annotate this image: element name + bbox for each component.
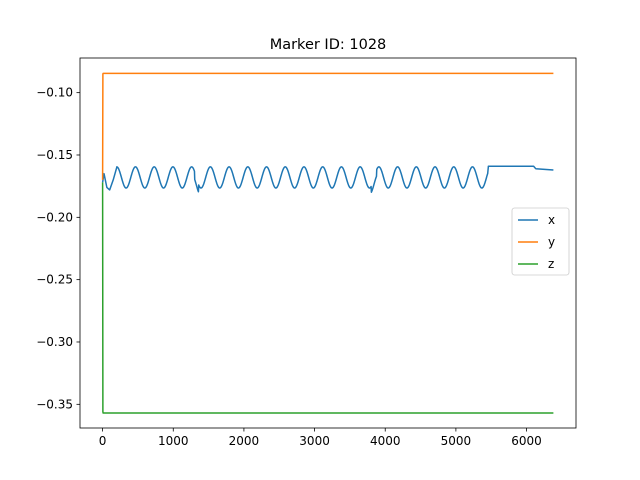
x-tick-label: 2000 — [229, 434, 260, 448]
chart-title: Marker ID: 1028 — [270, 37, 387, 53]
x-axis: 0 1000 2000 3000 4000 5000 6000 — [99, 428, 542, 448]
y-tick-label: −0.15 — [36, 148, 73, 162]
y-tick-label: −0.35 — [36, 397, 73, 411]
x-tick-label: 0 — [99, 434, 107, 448]
series-line-x — [101, 165, 554, 193]
legend-label-x: x — [548, 213, 555, 227]
x-tick-label: 5000 — [441, 434, 472, 448]
x-tick-label: 1000 — [158, 434, 189, 448]
x-tick-label: 6000 — [511, 434, 542, 448]
x-tick-label: 4000 — [370, 434, 401, 448]
axes-frame — [79, 57, 577, 429]
y-tick-label: −0.20 — [36, 210, 73, 224]
x-tick-label: 3000 — [299, 434, 330, 448]
y-tick-label: −0.25 — [36, 273, 73, 287]
y-axis: −0.35 −0.30 −0.25 −0.20 −0.15 −0.10 — [36, 86, 80, 411]
series-line-z — [101, 182, 554, 414]
series-line-y — [101, 72, 554, 180]
legend: xyz — [511, 207, 570, 276]
legend-label-z: z — [548, 257, 554, 271]
legend-box — [511, 207, 570, 276]
y-tick-label: −0.30 — [36, 335, 73, 349]
legend-label-y: y — [548, 235, 555, 249]
y-tick-label: −0.10 — [36, 86, 73, 100]
series-layer — [101, 72, 554, 414]
